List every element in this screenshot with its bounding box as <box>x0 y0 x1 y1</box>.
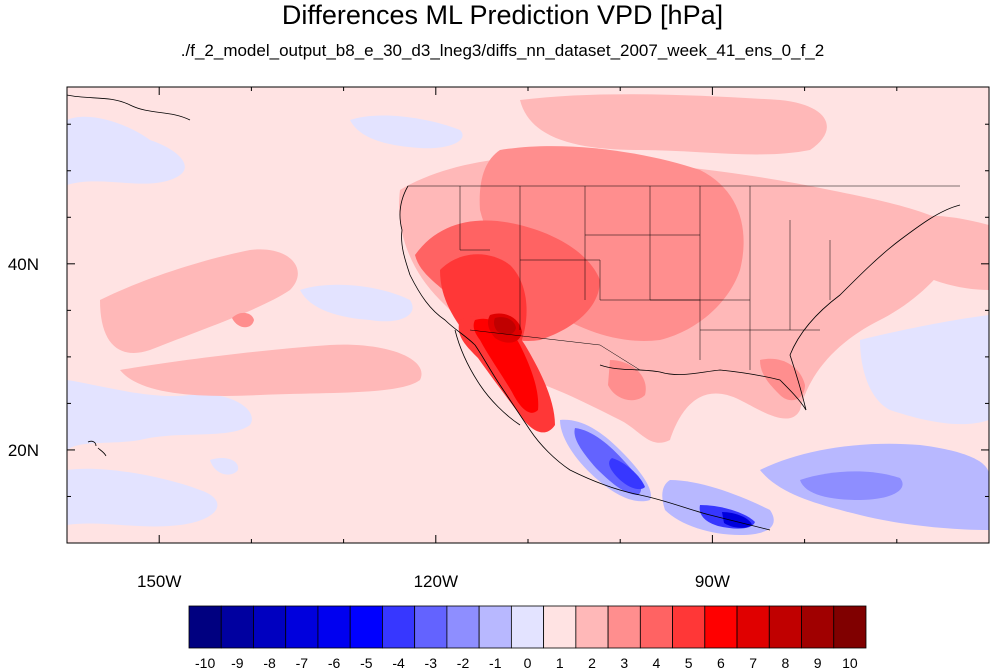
colorbar-swatch <box>446 605 480 649</box>
colorbar-label: 1 <box>556 655 564 671</box>
colorbar-label: -7 <box>296 655 309 671</box>
baja-sonora-peak-region <box>473 318 539 413</box>
colorbar-label: -6 <box>328 655 341 671</box>
chart-subtitle: ./f_2_model_output_b8_e_30_d3_lneg3/diff… <box>180 41 825 60</box>
coastlines <box>67 94 961 531</box>
subtropical-pacific-positive-region <box>100 249 298 353</box>
central-pacific-negative-region <box>67 468 218 527</box>
united-states-positive-region <box>760 358 805 401</box>
x-tick-label: 120W <box>414 572 458 591</box>
colorbar-label: 6 <box>717 655 725 671</box>
colorbar-swatch <box>188 605 222 649</box>
central-pacific-negative-region <box>860 315 989 425</box>
baja-sonora-peak-region <box>494 317 516 335</box>
colorbar-swatch <box>414 605 448 649</box>
colorbar-label: 5 <box>685 655 693 671</box>
colorbar-swatch <box>543 605 577 649</box>
caribbean-negative-region <box>800 471 903 500</box>
colorbar-swatch <box>510 605 545 649</box>
colorbar-label: -1 <box>489 655 502 671</box>
chart-title: Differences ML Prediction VPD [hPa] <box>281 0 724 30</box>
colorbar-label: -10 <box>195 655 215 671</box>
colorbar-swatch <box>220 605 254 649</box>
political-borders <box>408 185 960 371</box>
colorbar: -10 -9 -8 -7 -6 -5 -4 -3 -2 -1 0 1 2 3 4 5 6 7 8 9 10 <box>188 605 867 671</box>
colorbar-label: 10 <box>842 655 858 671</box>
mexico-pacific-coast-negative-region <box>609 458 645 490</box>
central-pacific-negative-region <box>350 115 463 149</box>
colorbar-label: -4 <box>392 655 405 671</box>
colorbar-label: 0 <box>524 655 532 671</box>
y-tick-label: 40N <box>8 255 39 274</box>
y-tick-label: 20N <box>8 441 39 460</box>
colorbar-label: -8 <box>263 655 276 671</box>
colorbar-swatch <box>317 605 351 649</box>
colorbar-swatch <box>285 605 319 649</box>
colorbar-label: 9 <box>814 655 822 671</box>
subtropical-pacific-positive-region <box>232 312 254 328</box>
central-pacific-negative-region <box>210 458 239 475</box>
colorbar-label: -5 <box>360 655 373 671</box>
colorbar-swatch <box>704 605 738 649</box>
colorbar-swatch <box>575 605 609 649</box>
colorbar-swatch <box>833 605 867 649</box>
colorbar-swatch <box>382 605 416 649</box>
colorbar-label: -9 <box>231 655 244 671</box>
colorbar-swatch <box>639 605 673 649</box>
x-tick-label: 90W <box>695 572 730 591</box>
central-pacific-negative-region <box>67 116 185 185</box>
colorbar-swatch <box>801 605 835 649</box>
colorbar-swatch <box>736 605 770 649</box>
subtropical-pacific-positive-region <box>120 344 422 396</box>
central-pacific-negative-region <box>67 380 252 450</box>
x-tick-label: 150W <box>137 572 181 591</box>
colorbar-swatch <box>607 605 641 649</box>
central-pacific-negative-region <box>300 284 413 322</box>
map-axes: 150W 120W 90W 40N 20N <box>8 87 990 591</box>
colorbar-swatch <box>672 605 706 649</box>
colorbar-label: 4 <box>653 655 661 671</box>
colorbar-swatch <box>768 605 802 649</box>
colorbar-label: 2 <box>588 655 596 671</box>
colorbar-label: 7 <box>749 655 757 671</box>
colorbar-label: -3 <box>425 655 438 671</box>
colorbar-swatch <box>349 605 383 649</box>
colorbar-label: 8 <box>782 655 790 671</box>
colorbar-swatch <box>478 605 512 649</box>
colorbar-label: 3 <box>620 655 628 671</box>
subtropical-pacific-positive-region <box>520 94 827 155</box>
colorbar-label: -2 <box>457 655 470 671</box>
colorbar-swatch <box>253 605 287 649</box>
